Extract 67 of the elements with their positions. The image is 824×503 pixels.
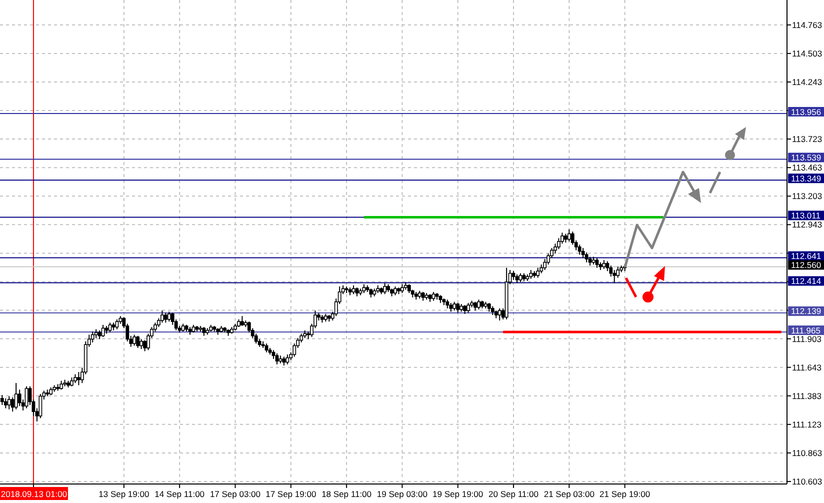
candlestick <box>38 394 42 419</box>
x-tick-label: 18 Sep 11:00 <box>322 489 372 499</box>
candlestick <box>76 372 80 386</box>
candlestick <box>10 396 14 412</box>
candlestick <box>101 324 105 338</box>
y-tick-label: 111.123 <box>792 419 822 430</box>
x-tick-label: 21 Sep 19:00 <box>600 489 650 499</box>
x-tick-label: 17 Sep 03:00 <box>210 489 261 499</box>
ref-line-label: 112.560 <box>791 260 822 270</box>
y-tick-label: 110.863 <box>792 448 822 458</box>
candlestick <box>286 354 290 365</box>
candlestick <box>584 252 588 263</box>
ref-line-label: 112.641 <box>791 251 822 262</box>
ref-line-label: 113.349 <box>791 173 822 184</box>
candlestick <box>4 398 8 409</box>
ref-line-label: 112.414 <box>791 276 822 286</box>
y-tick-label: 113.463 <box>792 162 822 173</box>
x-tick-label: 13 Sep 19:00 <box>98 489 150 499</box>
y-tick-label: 114.503 <box>792 48 822 58</box>
x-tick-label: 19 Sep 19:00 <box>432 489 484 499</box>
y-tick-label: 111.643 <box>792 362 822 372</box>
candlestick <box>18 389 22 407</box>
x-tick-label: 14 Sep 11:00 <box>154 489 205 499</box>
candlestick <box>7 396 11 410</box>
y-tick-label: 111.903 <box>792 334 822 344</box>
ref-line-label: 113.011 <box>791 210 821 220</box>
candlestick <box>240 316 244 326</box>
y-tick-label: 110.603 <box>792 476 822 486</box>
candlestick <box>536 267 540 278</box>
ref-line-label: 112.139 <box>791 306 822 316</box>
ref-line-label: 113.539 <box>791 152 822 163</box>
candlestick <box>383 282 387 295</box>
y-tick-label: 113.203 <box>792 191 822 202</box>
x-tick-label: 21 Sep 03:00 <box>544 489 595 499</box>
candlestick <box>456 302 460 314</box>
candlestick <box>612 269 616 284</box>
y-tick-label: 114.763 <box>792 20 822 30</box>
x-tick-label: 2018.09.13 01:00 <box>0 489 68 499</box>
candlestick <box>581 248 585 258</box>
y-tick-label: 113.723 <box>792 134 822 144</box>
candlestick <box>14 382 18 410</box>
candlestick <box>498 308 502 321</box>
candlestick <box>143 340 146 352</box>
candlestick <box>24 386 28 409</box>
x-tick-label: 17 Sep 19:00 <box>266 489 316 499</box>
candlestick <box>90 330 94 343</box>
candlestick <box>136 335 140 348</box>
candlestick <box>567 228 571 242</box>
y-tick-label: 114.243 <box>792 76 822 87</box>
y-tick-label: 112.943 <box>792 220 822 230</box>
candlestick <box>167 311 171 322</box>
candlestick <box>595 257 599 268</box>
candlestick <box>466 302 470 314</box>
candlestick <box>578 244 582 256</box>
x-tick-label: 19 Sep 03:00 <box>376 489 428 499</box>
ref-line-label: 111.965 <box>791 325 821 336</box>
candlestick <box>477 299 480 310</box>
x-tick-label: 20 Sep 11:00 <box>488 489 539 499</box>
candlestick <box>0 394 4 406</box>
candlestick <box>115 318 119 330</box>
y-tick-label: 111.383 <box>792 390 822 401</box>
candlestick <box>164 312 168 324</box>
candlestick <box>275 352 279 365</box>
candlestick <box>160 310 164 324</box>
candlestick <box>140 338 144 350</box>
ref-line-label: 113.956 <box>791 106 822 117</box>
candlestick <box>132 334 136 346</box>
